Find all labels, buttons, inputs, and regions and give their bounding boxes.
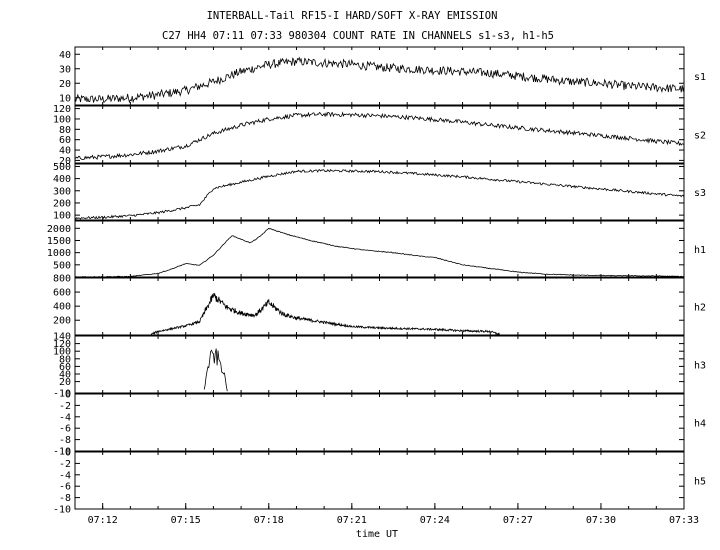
y-tick-label: 400 [53, 302, 71, 313]
chart-title: INTERBALL-Tail RF15-I HARD/SOFT X-RAY EM… [207, 10, 498, 22]
y-tick-label: 0 [65, 390, 71, 401]
y-tick-label: 10 [59, 93, 71, 104]
x-axis-label: time UT [356, 529, 398, 540]
y-tick-label: 0 [65, 448, 71, 459]
panel-s1: 10 20 30 40 s1 [59, 46, 706, 106]
channel-label-s2: s2 [694, 131, 706, 142]
panel-h2: 200 400 600 800 h2 [53, 274, 706, 336]
y-tick-label: 20 [59, 79, 71, 90]
x-axis: 07:12 07:15 07:18 07:21 07:24 07:27 07:30 07:33 [88, 503, 699, 526]
y-tick-label: 40 [59, 50, 71, 61]
y-tick-label: 100 [53, 211, 71, 222]
channel-label-h1: h1 [694, 245, 706, 256]
y-tick-label: 140 [53, 332, 71, 343]
x-tick-label: 07:21 [337, 515, 367, 526]
y-tick-label: 80 [59, 125, 71, 136]
series-line-h2 [150, 292, 500, 336]
y-tick-label: 200 [53, 316, 71, 327]
series-line-h1 [75, 227, 684, 278]
series-line-h3 [203, 348, 228, 392]
y-tick-label: 20 [59, 156, 71, 167]
panel-frame [74, 277, 685, 336]
y-tick-label: -6 [59, 482, 71, 493]
panel-frame [74, 451, 685, 510]
channel-label-s1: s1 [694, 72, 706, 83]
y-tick-label: 100 [53, 347, 71, 358]
y-tick-label: 40 [59, 370, 71, 381]
y-tick-label: -8 [59, 435, 71, 446]
channel-label-h4: h4 [694, 419, 706, 430]
y-tick-label: -2 [59, 401, 71, 412]
y-tick-label: -6 [59, 424, 71, 435]
y-tick-label: 100 [53, 114, 71, 125]
chart-subtitle: C27 HH4 07:11 07:33 980304 COUNT RATE IN… [162, 30, 554, 42]
y-tick-label: 300 [53, 186, 71, 197]
panel-frame [74, 335, 685, 394]
panel-frame [74, 393, 685, 452]
x-tick-label: 07:15 [171, 515, 201, 526]
y-tick-label: 30 [59, 64, 71, 75]
y-tick-label: -4 [59, 470, 71, 481]
y-tick-label: 1000 [47, 248, 71, 259]
x-tick-label: 07:18 [254, 515, 284, 526]
x-tick-label: 07:33 [669, 515, 699, 526]
x-tick-label: 07:27 [503, 515, 533, 526]
y-tick-label: 800 [53, 274, 71, 285]
channel-label-s3: s3 [694, 188, 706, 199]
series-line-s2 [74, 111, 685, 160]
panels-group: 10203040s120406080100120s210020030040050… [47, 46, 706, 516]
x-tick-label: 07:12 [88, 515, 118, 526]
y-tick-label: -10 [53, 447, 71, 458]
channel-label-h5: h5 [694, 477, 706, 488]
y-tick-label: 120 [53, 339, 71, 350]
y-tick-label: 600 [53, 288, 71, 299]
channel-label-h2: h2 [694, 303, 706, 314]
y-tick-label: 60 [59, 135, 71, 146]
y-tick-label: 40 [59, 146, 71, 157]
y-tick-label: -2 [59, 459, 71, 470]
y-tick-label: 20 [59, 377, 71, 388]
y-tick-label: 1500 [47, 236, 71, 247]
channel-label-h3: h3 [694, 361, 706, 372]
series-line-s3 [74, 168, 685, 220]
y-tick-label: -10 [53, 389, 71, 400]
y-tick-label: 2000 [47, 224, 71, 235]
y-tick-label: 500 [53, 162, 71, 173]
y-tick-label: -4 [59, 412, 71, 423]
y-tick-label: -8 [59, 493, 71, 504]
x-tick-label: 07:24 [420, 515, 450, 526]
y-tick-label: 120 [53, 104, 71, 115]
y-tick-label: 500 [53, 260, 71, 271]
y-tick-label: 80 [59, 354, 71, 365]
panel-frame [74, 46, 685, 106]
y-tick-label: 200 [53, 198, 71, 209]
x-tick-label: 07:30 [586, 515, 616, 526]
y-tick-label: -10 [53, 505, 71, 516]
panel-frame [74, 220, 685, 278]
y-tick-label: 400 [53, 174, 71, 185]
y-tick-label: 60 [59, 362, 71, 373]
series-line-s1 [74, 56, 685, 104]
